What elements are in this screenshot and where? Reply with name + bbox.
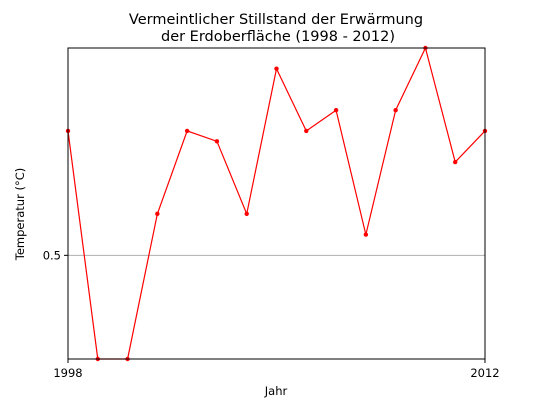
data-point-2011 bbox=[453, 159, 458, 165]
series-layer bbox=[65, 45, 488, 362]
chart-title-line-1: Vermeintlicher Stillstand der Erwärmung bbox=[129, 12, 423, 28]
x-tick-label-2012: 2012 bbox=[470, 366, 499, 380]
y-tick-label-0: 0.5 bbox=[43, 248, 61, 262]
y-axis-ticks: 0.5 bbox=[43, 248, 68, 262]
x-axis-label: Jahr bbox=[264, 384, 288, 398]
chart-title-line-2: der Erdoberfläche (1998 - 2012) bbox=[161, 29, 395, 45]
data-point-2001 bbox=[155, 211, 160, 217]
data-point-2006 bbox=[304, 128, 309, 134]
data-point-2003 bbox=[214, 139, 220, 144]
y-axis-label: Temperatur (°C) bbox=[13, 168, 27, 261]
x-axis-ticks: 1998 2012 bbox=[53, 359, 500, 380]
data-point-2009 bbox=[393, 108, 398, 113]
data-point-2007 bbox=[333, 108, 339, 113]
data-point-2008 bbox=[363, 232, 369, 237]
plot-frame bbox=[67, 47, 486, 360]
data-point-2002 bbox=[184, 128, 190, 134]
x-tick-label-1998: 1998 bbox=[53, 366, 82, 380]
data-point-2004 bbox=[244, 211, 249, 217]
data-point-2005 bbox=[274, 66, 279, 71]
series-line-0 bbox=[67, 46, 486, 360]
